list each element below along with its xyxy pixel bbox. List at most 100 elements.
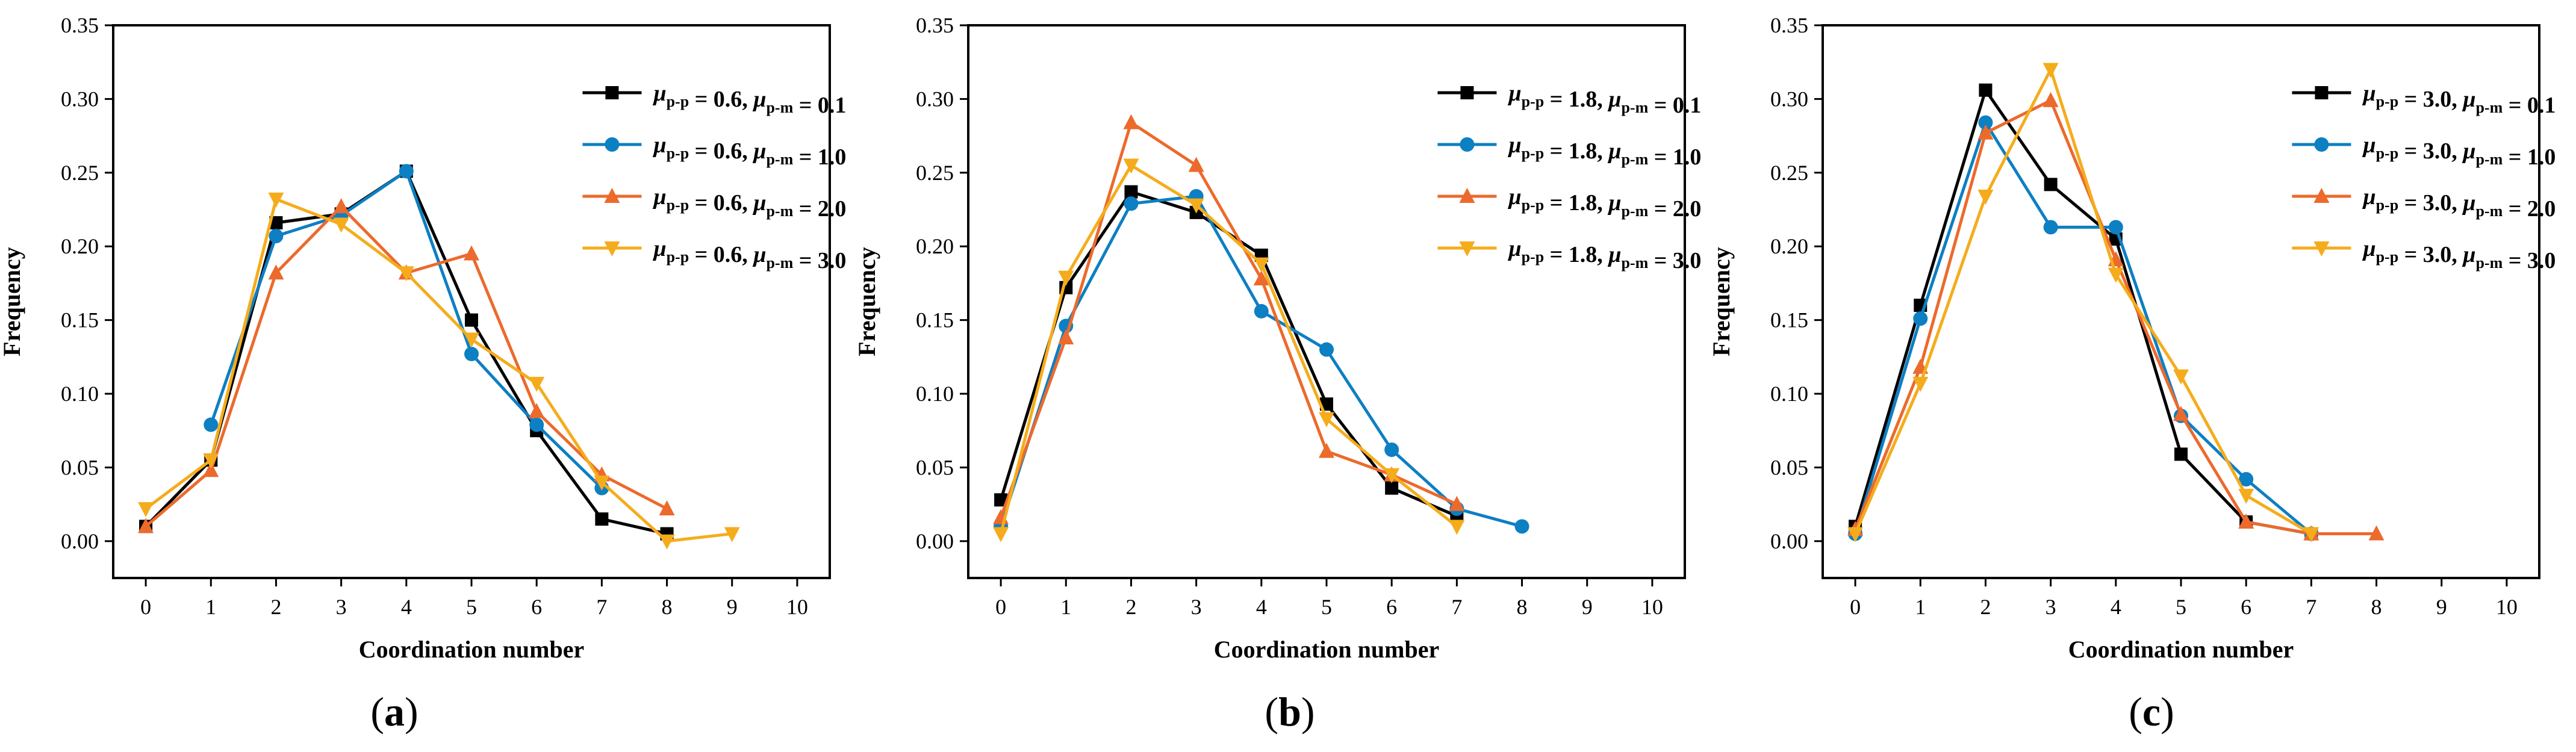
x-tick-label: 6 (1386, 595, 1397, 619)
legend: μp-p = 0.6, μp-m = 0.1 μp-p = 0.6, μp-m =… (582, 81, 846, 273)
data-point (2239, 471, 2254, 486)
data-point (398, 266, 414, 282)
data-point (1449, 520, 1465, 535)
legend-label: μp-p = 3.0, μp-m = 1.0 (2362, 132, 2556, 170)
data-point (203, 453, 219, 469)
data-point (1124, 196, 1139, 211)
x-tick-label: 2 (1980, 595, 1991, 619)
series-polyline (1853, 67, 2312, 535)
x-tick-label: 0 (1850, 595, 1861, 619)
data-point (269, 216, 283, 230)
x-tick-label: 0 (140, 595, 151, 619)
data-point (1319, 412, 1334, 427)
data-point (1253, 270, 1269, 286)
data-point (1514, 519, 1529, 534)
data-point (994, 493, 1008, 507)
x-tick-label: 9 (1582, 595, 1593, 619)
x-tick-label: 1 (1060, 595, 1071, 619)
data-point (1123, 158, 1139, 174)
series-polyline (999, 164, 1458, 535)
y-tick-label: 0.15 (1770, 308, 1808, 332)
data-point (1847, 527, 1864, 542)
data-point (2313, 188, 2330, 203)
y-tick-label: 0.25 (61, 161, 99, 185)
x-tick-label: 6 (531, 595, 542, 619)
y-tick-label: 0.35 (61, 13, 99, 37)
x-axis-title: Coordination number (2068, 636, 2294, 663)
legend-item-0: μp-p = 0.6, μp-m = 0.1 (582, 81, 846, 118)
x-tick-label: 5 (466, 595, 477, 619)
legend-item-1: μp-p = 0.6, μp-m = 1.0 (582, 132, 846, 170)
x-axis-title: Coordination number (359, 636, 585, 663)
legend: μp-p = 1.8, μp-m = 0.1 μp-p = 1.8, μp-m =… (1437, 81, 1701, 273)
data-point (203, 462, 219, 477)
legend-label: μp-p = 0.6, μp-m = 2.0 (652, 184, 846, 222)
series-polyline (999, 121, 1458, 518)
data-point (1460, 86, 1474, 99)
x-tick-label: 10 (1641, 595, 1663, 619)
legend-label: μp-p = 3.0, μp-m = 0.1 (2362, 81, 2556, 118)
data-point (1123, 114, 1139, 129)
data-point (529, 417, 544, 432)
legend-item-2: μp-p = 3.0, μp-m = 2.0 (2292, 184, 2556, 222)
data-point (1460, 137, 1475, 152)
y-tick-label: 0.30 (61, 87, 99, 111)
legend-label: μp-p = 3.0, μp-m = 3.0 (2362, 236, 2556, 273)
data-point (604, 241, 620, 256)
legend-item-2: μp-p = 0.6, μp-m = 2.0 (582, 184, 846, 222)
data-point (1977, 189, 1994, 205)
data-point (1449, 496, 1465, 511)
legend-item-2: μp-p = 1.8, μp-m = 2.0 (1437, 184, 1701, 222)
chart-panel-c: 0 1 2 3 4 5 6 7 8 9 10 0.00 0.05 0.10 0.15 0.20 0.25 0.30… (1708, 13, 2556, 735)
series-polyline (1853, 99, 2377, 536)
legend-item-3: μp-p = 1.8, μp-m = 3.0 (1437, 236, 1701, 273)
data-point (399, 164, 414, 179)
data-point (2174, 447, 2188, 461)
data-point (2303, 527, 2319, 542)
x-tick-label: 2 (270, 595, 281, 619)
y-tick-label: 0.30 (1770, 87, 1808, 111)
legend-label: μp-p = 0.6, μp-m = 3.0 (652, 236, 846, 273)
data-point (1385, 481, 1399, 495)
data-point (1058, 329, 1074, 344)
y-axis-title: Frequency (853, 247, 880, 356)
data-point (605, 137, 620, 152)
legend-label: μp-p = 1.8, μp-m = 3.0 (1507, 236, 1701, 273)
x-tick-label: 6 (2241, 595, 2251, 619)
legend-label: μp-p = 0.6, μp-m = 0.1 (652, 81, 846, 118)
x-tick-label: 7 (1451, 595, 1462, 619)
data-point (464, 245, 479, 261)
series-line-3 (138, 192, 740, 550)
data-point (2368, 525, 2385, 541)
y-tick-label: 0.35 (1770, 13, 1808, 37)
y-tick-label: 0.10 (1770, 382, 1808, 406)
y-tick-label: 0.05 (61, 455, 99, 479)
data-point (2238, 513, 2254, 529)
y-tick-label: 0.15 (61, 308, 99, 332)
data-point (1979, 83, 1993, 97)
y-tick-label: 0.20 (61, 234, 99, 258)
y-tick-label: 0.10 (61, 382, 99, 406)
data-point (1913, 311, 1928, 326)
series-polyline (145, 197, 733, 543)
x-tick-label: 3 (336, 595, 347, 619)
data-point (1058, 270, 1074, 286)
data-point (1912, 376, 1929, 392)
y-tick-label: 0.10 (916, 382, 954, 406)
series-polyline (999, 190, 1458, 518)
data-point (993, 527, 1009, 542)
legend-item-1: μp-p = 3.0, μp-m = 1.0 (2292, 132, 2556, 170)
x-tick-label: 5 (1321, 595, 1332, 619)
y-tick-label: 0.20 (1770, 234, 1808, 258)
data-point (529, 403, 545, 418)
data-point (659, 534, 675, 550)
data-point (268, 264, 284, 280)
x-tick-label: 4 (1256, 595, 1267, 619)
legend-item-1: μp-p = 1.8, μp-m = 1.0 (1437, 132, 1701, 170)
legend: μp-p = 3.0, μp-m = 0.1 μp-p = 3.0, μp-m =… (2292, 81, 2556, 273)
x-tick-label: 9 (727, 595, 738, 619)
data-point (2042, 63, 2059, 78)
x-tick-label: 4 (401, 595, 412, 619)
